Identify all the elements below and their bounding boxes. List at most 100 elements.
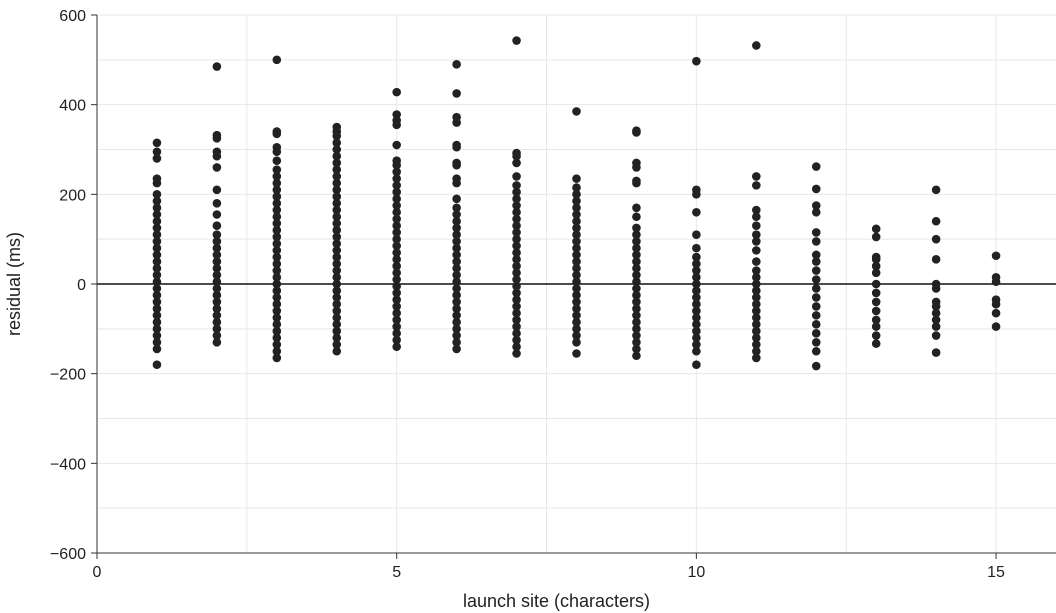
data-point [452, 257, 461, 266]
data-point [452, 89, 461, 98]
data-point [871, 288, 881, 298]
x-tick-label: 10 [687, 564, 705, 581]
data-point [152, 304, 162, 313]
data-point [452, 304, 461, 313]
data-point [392, 167, 401, 177]
data-point [392, 302, 401, 311]
data-point [392, 214, 401, 224]
data-point [152, 223, 162, 233]
data-point [752, 237, 761, 246]
data-point [512, 288, 521, 298]
data-point [632, 257, 641, 266]
data-point [752, 333, 761, 343]
data-point [692, 299, 701, 309]
data-point [931, 315, 941, 325]
data-point [332, 252, 342, 262]
data-point [332, 212, 342, 222]
data-point [272, 165, 282, 174]
data-point [392, 207, 401, 217]
data-point [871, 279, 881, 289]
data-point [692, 252, 701, 262]
data-point [692, 185, 701, 195]
data-point [452, 331, 461, 340]
data-point [332, 185, 342, 195]
data-point [392, 268, 401, 278]
data-point [272, 205, 282, 215]
data-point [332, 165, 342, 174]
data-point [452, 174, 461, 183]
data-point [752, 353, 761, 363]
data-point [152, 243, 162, 253]
y-tick-label: −600 [50, 546, 86, 563]
data-point [392, 110, 401, 119]
data-point [272, 293, 282, 302]
data-point [572, 270, 581, 280]
data-point [632, 270, 641, 280]
data-point [512, 201, 521, 210]
data-point [512, 281, 521, 291]
data-point [332, 138, 342, 148]
data-point [752, 212, 761, 222]
data-point [272, 246, 282, 255]
data-point [392, 281, 401, 291]
data-point [332, 306, 342, 316]
data-point [572, 290, 581, 300]
data-point [692, 243, 701, 253]
data-point [272, 219, 282, 228]
data-point [931, 308, 941, 318]
data-point [452, 60, 461, 69]
data-point [392, 87, 401, 97]
data-point [512, 308, 521, 318]
data-point [632, 344, 641, 354]
data-point [572, 349, 581, 358]
data-point [512, 36, 521, 45]
data-point [332, 286, 342, 296]
x-tick-label: 5 [392, 564, 401, 581]
data-point [212, 230, 222, 239]
data-point [212, 324, 222, 334]
data-point [152, 174, 162, 183]
data-point [392, 288, 401, 298]
data-point [332, 225, 342, 235]
data-point [272, 178, 282, 188]
data-point [632, 277, 641, 287]
data-point [512, 221, 521, 231]
data-point [811, 207, 821, 217]
data-point [152, 190, 162, 199]
data-point [572, 311, 581, 320]
data-point [572, 331, 581, 340]
data-point [512, 181, 521, 190]
data-point [512, 315, 521, 325]
data-point [632, 212, 641, 222]
data-point [512, 172, 521, 181]
data-point [692, 360, 701, 370]
data-point [212, 337, 222, 347]
data-point [332, 293, 342, 302]
data-point [332, 299, 342, 309]
data-point [152, 210, 162, 219]
data-point [452, 337, 461, 347]
y-tick-label: −400 [50, 456, 86, 473]
data-point [392, 156, 401, 166]
data-point [752, 181, 761, 190]
data-point [692, 266, 701, 275]
data-point [332, 340, 342, 349]
data-point [632, 243, 641, 253]
data-point [931, 234, 941, 244]
data-point [572, 317, 581, 327]
data-point [212, 304, 222, 313]
data-point [512, 261, 521, 271]
data-point [512, 275, 521, 284]
data-point [512, 194, 521, 204]
data-point [152, 337, 162, 347]
data-point [752, 293, 761, 302]
data-point [332, 192, 342, 201]
data-point [572, 284, 581, 293]
data-point [272, 340, 282, 349]
data-point [931, 255, 941, 264]
data-point [272, 192, 282, 201]
data-point [452, 243, 461, 253]
data-point [931, 185, 941, 195]
data-point [152, 284, 162, 293]
